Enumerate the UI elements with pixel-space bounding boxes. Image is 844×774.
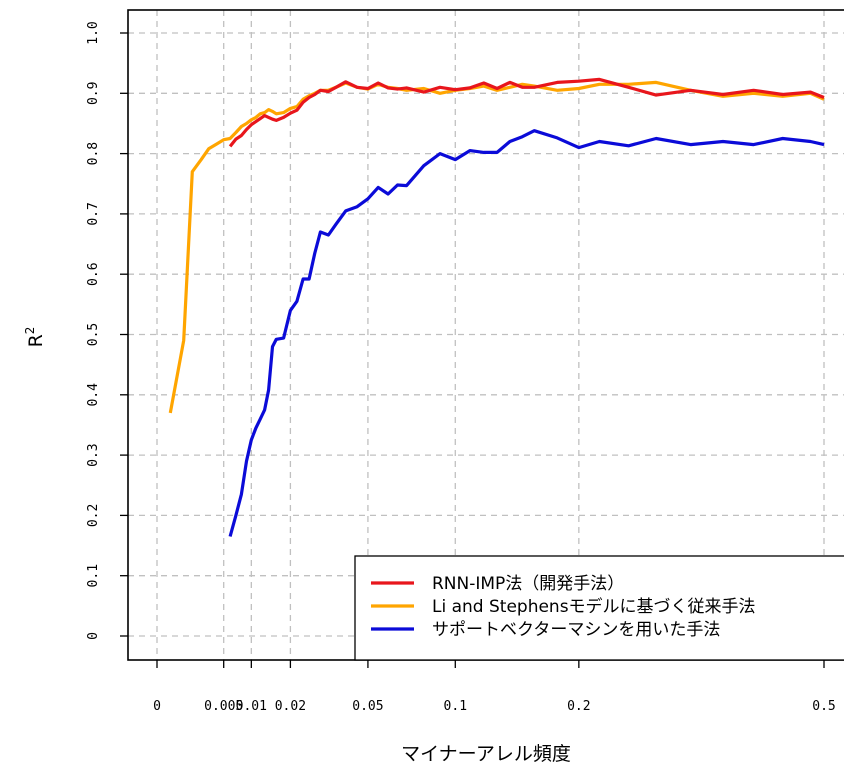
y-tick-label: 0.3 [86, 443, 101, 466]
x-tick-label: 0.1 [444, 699, 467, 714]
series-layer [168, 77, 825, 537]
x-axis-title: マイナーアレル頻度 [401, 743, 571, 765]
y-axis-title-main: R [25, 334, 47, 347]
y-axis-title-superscript: 2 [23, 327, 37, 335]
legend-box [354, 555, 844, 661]
series-line [228, 129, 825, 537]
y-tick-label: 0.4 [86, 383, 101, 407]
y-tick-label: 0.6 [86, 262, 101, 285]
y-tick-label: 0.7 [86, 202, 101, 225]
x-tick-label: 0.05 [352, 699, 383, 714]
y-axis-title: R2 [23, 327, 47, 348]
y-axis: 0 0.1 0.2 0.3 0.4 0.5 0.6 0.7 0.8 0.9 1.0 [86, 21, 128, 640]
y-tick-label: 0.8 [86, 142, 101, 165]
legend-label: Li and Stephensモデルに基づく従来手法 [432, 596, 756, 617]
y-tick-label: 1.0 [86, 21, 101, 44]
legend-items: RNN-IMP法（開発手法）Li and Stephensモデルに基づく従来手法… [371, 574, 756, 640]
x-tick-label: 0.2 [567, 699, 590, 714]
y-tick-label: 0.5 [86, 323, 101, 346]
x-tick-label: 0 [153, 699, 161, 714]
y-tick-label: 0.9 [86, 82, 101, 105]
legend-label: RNN-IMP法（開発手法） [432, 574, 624, 594]
series-line [168, 80, 825, 414]
y-tick-label: 0 [86, 632, 101, 640]
x-tick-label: 0.005 [204, 699, 243, 714]
y-tick-label: 0.2 [86, 504, 101, 527]
x-tick-label: 0.01 [236, 699, 267, 714]
legend-label: サポートベクターマシンを用いた手法 [432, 620, 720, 640]
legend: RNN-IMP法（開発手法）Li and Stephensモデルに基づく従来手法… [354, 555, 844, 661]
y-tick-label: 0.1 [86, 564, 101, 587]
x-tick-label: 0.02 [275, 699, 306, 714]
x-tick-label: 0.5 [812, 699, 835, 714]
series-line [228, 77, 825, 148]
